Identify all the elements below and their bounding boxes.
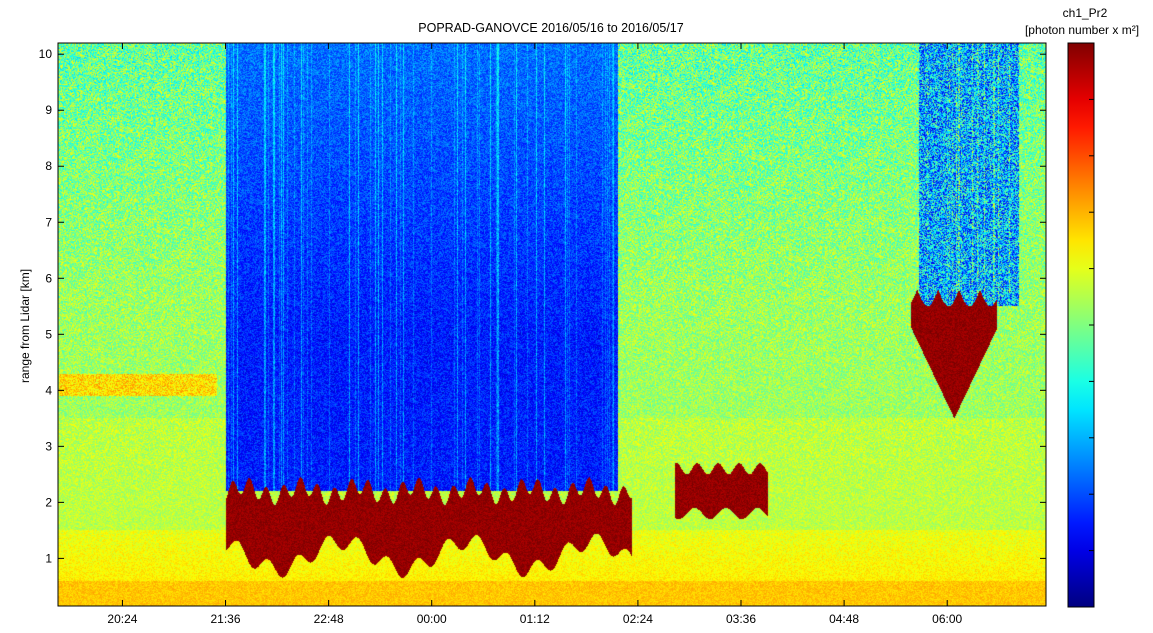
y-tick-label: 8 [45,159,52,173]
y-tick-label: 7 [45,215,52,229]
x-tick-label: 01:12 [520,612,550,626]
y-tick-label: 5 [45,327,52,341]
colorbar-title-line1: ch1_Pr2 [1063,6,1108,20]
y-axis-label: range from Lidar [km] [18,269,32,383]
y-tick-label: 4 [45,383,52,397]
y-tick-label: 2 [45,495,52,509]
x-tick-label: 22:48 [314,612,344,626]
x-tick-label: 20:24 [107,612,137,626]
x-tick-label: 02:24 [623,612,653,626]
x-tick-label: 03:36 [726,612,756,626]
x-tick-label: 04:48 [829,612,859,626]
plot-frame [57,42,1047,607]
y-tick-label: 10 [39,47,53,61]
x-tick-label: 00:00 [417,612,447,626]
chart-title: POPRAD-GANOVCE 2016/05/16 to 2016/05/17 [418,21,683,35]
y-tick-label: 9 [45,103,52,117]
heatmap-image [58,43,1046,606]
y-tick-label: 6 [45,271,52,285]
colorbar-title-line2: [photon number x m²] [1025,23,1139,37]
x-tick-label: 21:36 [211,612,241,626]
y-tick-label: 3 [45,439,52,453]
y-tick-label: 1 [45,551,52,565]
x-tick-label: 06:00 [932,612,962,626]
